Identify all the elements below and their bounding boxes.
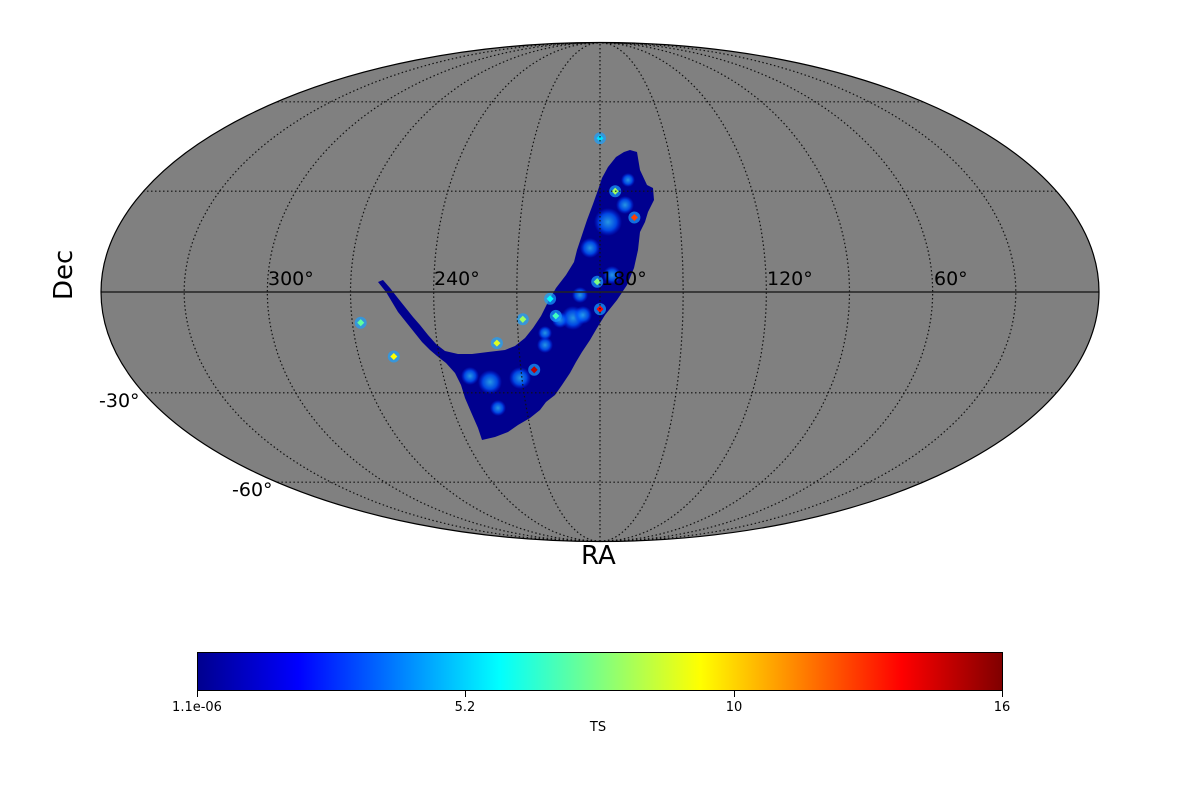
low-ts-patch (461, 367, 479, 385)
low-ts-patch (580, 238, 600, 258)
colorbar (197, 652, 1003, 691)
colorbar-tick (1002, 691, 1003, 697)
low-ts-patch (603, 266, 621, 284)
low-ts-patch (509, 367, 531, 389)
meridian-line (599, 42, 767, 542)
ra-tick-180: 180° (601, 268, 647, 290)
meridian-line (599, 42, 934, 542)
low-ts-patch (594, 208, 622, 236)
colorbar-tick-label-5.2: 5.2 (454, 700, 476, 715)
ra-axis-title: RA (581, 541, 616, 571)
low-ts-patch (478, 370, 502, 394)
meridian-line (433, 42, 601, 542)
colorbar-tick-label-max: 16 (993, 700, 1011, 715)
low-ts-patch (616, 196, 634, 214)
hotspot-pixel (530, 366, 538, 374)
low-ts-patch (574, 306, 592, 324)
hotspot-pixel (596, 134, 604, 142)
hotspot-pixel (493, 339, 501, 347)
dec-tick-minus-60: -60° (232, 479, 273, 501)
low-ts-patch (538, 326, 552, 340)
ts-footprint (354, 132, 654, 440)
dec-tick-minus-30: -30° (99, 390, 140, 412)
colorbar-tick (734, 691, 735, 697)
hotspot-pixel (390, 352, 398, 361)
ra-tick-120: 120° (767, 268, 813, 290)
colorbar-tick (197, 691, 198, 697)
ra-tick-240: 240° (434, 268, 480, 290)
low-ts-patch (490, 400, 506, 416)
hotspot-pixel (630, 213, 638, 222)
meridian-line (266, 42, 601, 542)
ra-tick-60: 60° (934, 268, 968, 290)
hotspot-pixel (546, 295, 554, 303)
hotspot-pixel (593, 278, 601, 286)
map-boundary (100, 41, 1100, 543)
low-ts-patch (572, 287, 588, 303)
hotspot-pixel (552, 312, 560, 320)
low-ts-patch (621, 173, 635, 187)
colorbar-tick-label-10: 10 (725, 700, 743, 715)
hotspot-pixel (357, 319, 365, 327)
low-ts-patch (537, 337, 553, 353)
colorbar-tick (465, 691, 466, 697)
sky-map (100, 41, 1100, 543)
hotspot-pixel (519, 315, 527, 323)
colorbar-tick-label-min: 1.1e-06 (172, 700, 222, 715)
ra-tick-300: 300° (268, 268, 314, 290)
colorbar-title: TS (589, 720, 607, 735)
dec-axis-title: Dec (49, 249, 79, 300)
